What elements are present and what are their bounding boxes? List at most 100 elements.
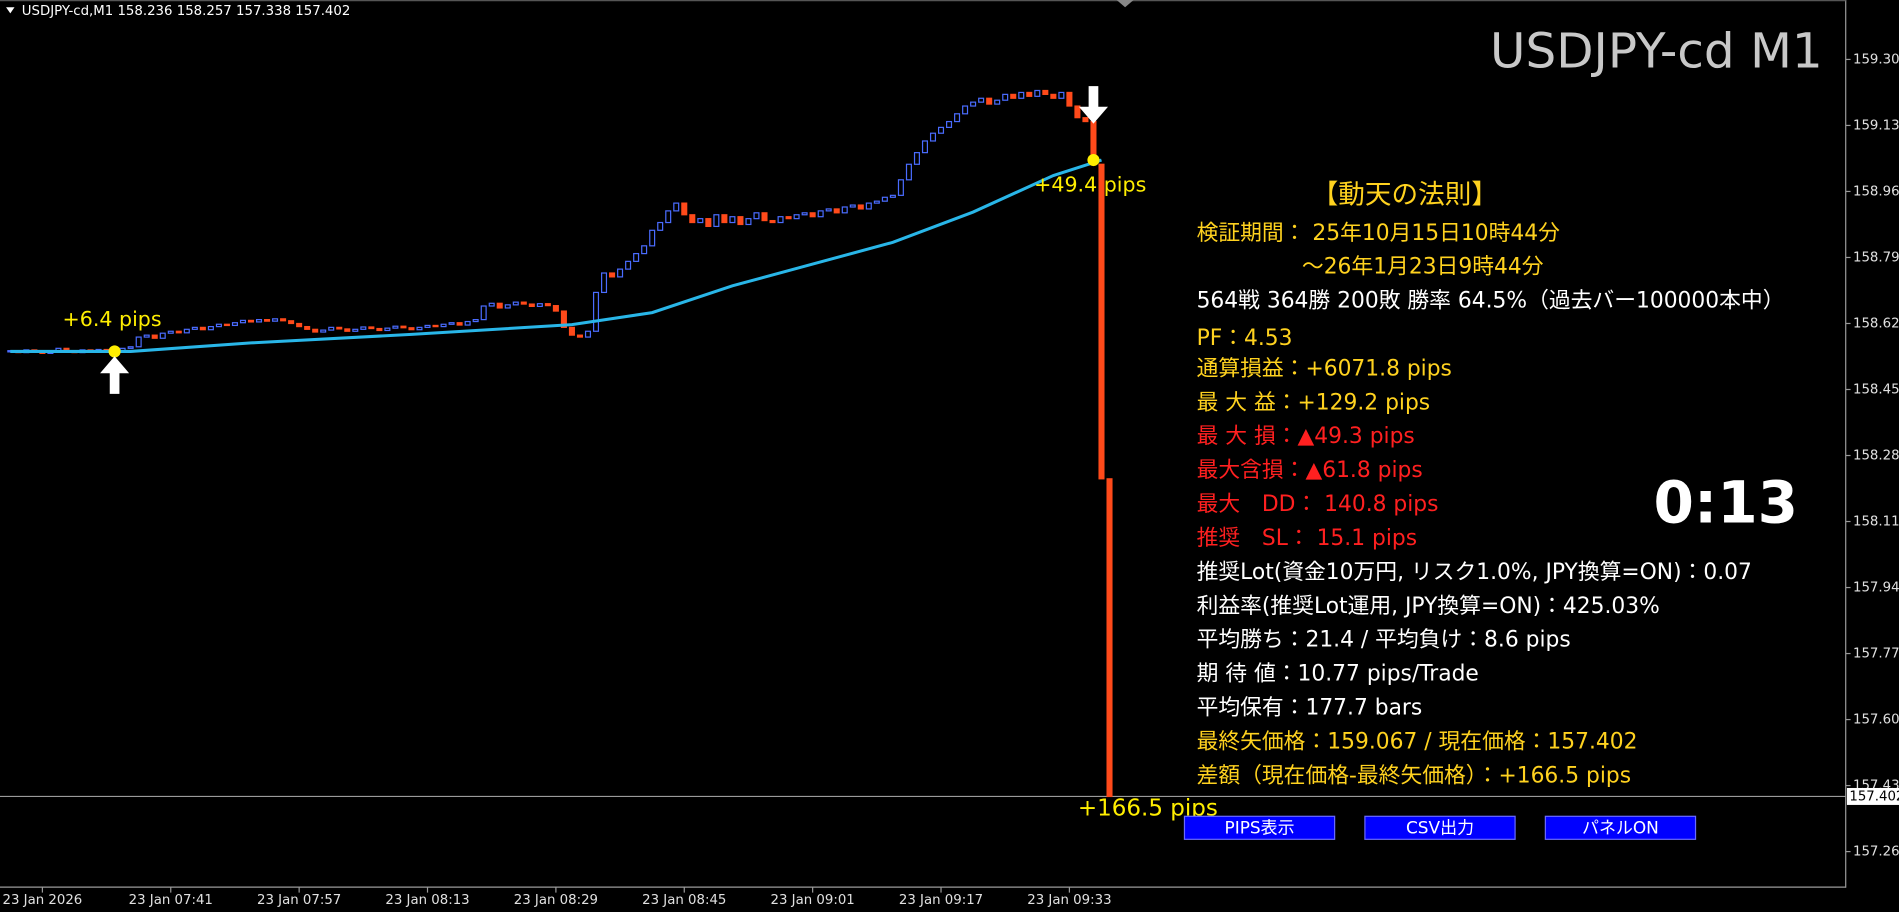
candle-body (946, 120, 953, 128)
panel-line: 最 大 益：+129.2 pips (1197, 390, 1431, 415)
signal-label: +49.4 pips (1034, 172, 1146, 196)
candle-body (1010, 93, 1017, 99)
menu-triangle[interactable] (6, 7, 15, 14)
candle-body (1034, 89, 1041, 97)
button-label[interactable]: パネルON (1582, 817, 1659, 837)
candle-body (801, 212, 808, 216)
panel-line: 564戦 364勝 200敗 勝率 64.5%（過去バー100000本中） (1197, 289, 1785, 314)
x-tick-label: 23 Jan 08:45 (642, 893, 726, 908)
panel-line: 最終矢価格：159.067 / 現在価格：157.402 (1197, 729, 1638, 754)
candle-body (167, 330, 174, 334)
button[interactable] (1364, 815, 1516, 840)
candle-body (705, 218, 712, 228)
candle-body (223, 323, 230, 327)
candle-body (568, 326, 575, 336)
candle-body (215, 323, 222, 328)
candle-body (312, 328, 319, 333)
candle-body (761, 212, 768, 222)
candle-body (625, 260, 632, 270)
candle-body (408, 327, 415, 331)
candle-body (962, 105, 969, 115)
candle-body (376, 327, 383, 332)
candle-body (320, 329, 327, 333)
x-tick-label: 23 Jan 09:17 (899, 893, 983, 908)
candle-body (480, 305, 487, 321)
candle-body (753, 212, 760, 220)
candle-body (255, 318, 263, 323)
shift-marker (1116, 0, 1134, 8)
candle-body (288, 320, 295, 325)
panel-line: 最大含損：▲61.8 pips (1197, 458, 1423, 483)
candle-body (657, 221, 664, 231)
candle-body (841, 206, 848, 214)
panel-line: 平均保有：177.7 bars (1197, 696, 1423, 721)
candle-body (689, 214, 696, 224)
candle-body (272, 318, 279, 322)
candle-body (785, 216, 792, 220)
candle-body (1002, 93, 1009, 101)
candle-body (601, 272, 608, 294)
candle-body (729, 216, 736, 224)
candle-body (456, 322, 463, 326)
candle-body (384, 327, 391, 332)
candle-body (809, 212, 816, 218)
candle-body (889, 194, 896, 198)
button-label[interactable]: PIPS表示 (1225, 817, 1295, 837)
candle-body (488, 302, 495, 307)
candle-body (817, 210, 824, 218)
candle-body (986, 97, 993, 105)
x-tick-label: 23 Jan 08:13 (385, 893, 469, 908)
candle-body (280, 318, 287, 322)
candle-body (231, 322, 238, 327)
x-tick-label: 23 Jan 08:29 (514, 893, 598, 908)
candle-body (978, 97, 985, 103)
button-label[interactable]: CSV出力 (1406, 817, 1474, 837)
panel-line: ～26年1月23日9時44分 (1302, 255, 1544, 280)
candle-body (737, 216, 744, 226)
candle-body (897, 179, 904, 196)
candle-body (360, 326, 367, 330)
button[interactable] (1183, 815, 1336, 840)
candle-body (296, 322, 303, 328)
candle-body (504, 304, 511, 309)
signal-label: +6.4 pips (63, 307, 162, 331)
candle-body (496, 302, 503, 309)
candle-body (472, 318, 479, 323)
panel-line: 推奨 SL： 15.1 pips (1197, 526, 1417, 551)
panel-line: 差額（現在価格-最終矢価格）：+166.5 pips (1197, 763, 1631, 788)
candle-body (239, 319, 247, 324)
candle-body (849, 204, 856, 208)
candle-body (328, 326, 335, 331)
y-tick-label: 157.260 (1853, 845, 1899, 860)
current-price-tag (1846, 787, 1899, 805)
candle-body (536, 303, 543, 308)
candle-body (905, 163, 912, 181)
candle-body (665, 210, 672, 224)
y-tick-label: 158.280 (1853, 449, 1899, 464)
candle-body (528, 303, 535, 308)
panel-line: 推奨Lot(資金10万円, リスク1.0%, JPY換算=ON)：0.07 (1197, 560, 1752, 585)
y-tick-label: 157.940 (1853, 581, 1899, 596)
signal-arrow (100, 356, 130, 394)
candle-body (681, 202, 688, 216)
button[interactable] (1544, 815, 1697, 840)
candle-body (392, 325, 399, 329)
candle-body (135, 336, 142, 348)
candle-body (183, 328, 190, 334)
candle-body (448, 322, 455, 325)
candle-body (432, 324, 439, 328)
y-tick-label: 159.130 (1853, 118, 1899, 133)
x-tick-label: 23 Jan 09:01 (770, 893, 854, 908)
candle-body (400, 325, 407, 329)
candle-body (159, 332, 166, 339)
y-tick-label: 158.110 (1853, 515, 1899, 530)
candle-body (721, 214, 728, 224)
panel-line: 検証期間： 25年10月15日10時44分 (1197, 221, 1561, 246)
candle-body (175, 330, 182, 334)
candle-body (352, 328, 359, 332)
candle-body (191, 326, 198, 330)
x-tick-label: 23 Jan 09:33 (1027, 893, 1111, 908)
signal-dot (108, 345, 121, 358)
candle-body (576, 334, 583, 338)
candle-body (304, 325, 311, 330)
